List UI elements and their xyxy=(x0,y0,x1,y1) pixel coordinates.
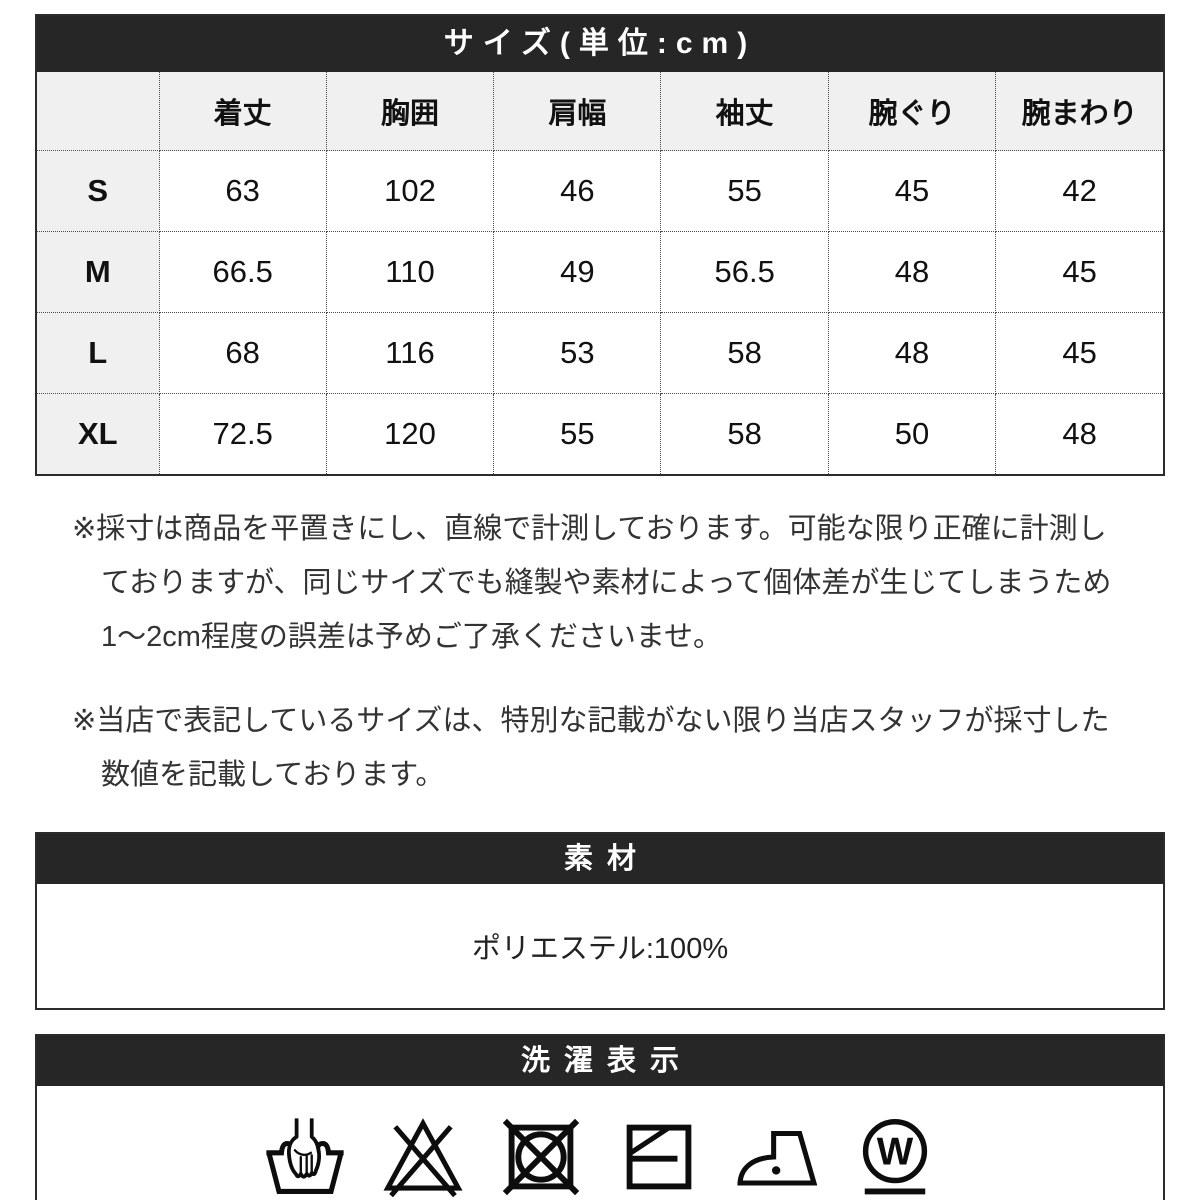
cell-value: 45 xyxy=(827,150,997,232)
size-label: XL xyxy=(37,393,160,474)
material-value: ポリエステル:100% xyxy=(471,933,729,965)
size-table-title: サイズ(単位:cm) xyxy=(37,16,1163,72)
cell-value: 53 xyxy=(493,312,662,394)
material-section: 素材 ポリエステル:100% xyxy=(35,832,1165,1010)
cell-value: 48 xyxy=(995,393,1163,474)
material-title: 素材 xyxy=(37,834,1163,884)
do-not-tumble-dry-icon xyxy=(502,1118,580,1196)
note-measurement-disclaimer: ※採寸は商品を平置きにし、直線で計測しております。可能な限り正確に計測し ており… xyxy=(72,502,1165,664)
cell-value: 58 xyxy=(660,393,829,474)
care-icon-row: W xyxy=(37,1086,1163,1200)
cell-value: 72.5 xyxy=(158,393,327,474)
column-header-length: 着丈 xyxy=(158,72,327,151)
cell-value: 102 xyxy=(325,150,495,232)
cell-value: 58 xyxy=(660,312,829,394)
hand-wash-icon xyxy=(266,1118,344,1194)
size-label: L xyxy=(37,312,160,394)
table-row-s: S 63 102 46 55 45 42 xyxy=(37,150,1163,232)
note-line: 数値を記載しております。 xyxy=(101,759,445,791)
cell-value: 49 xyxy=(493,231,662,313)
iron-low-heat-icon xyxy=(737,1130,818,1186)
size-table-section: サイズ(単位:cm) 着丈 胸囲 肩幅 袖丈 腕ぐり 腕まわり xyxy=(35,14,1165,476)
washing-title: 洗濯表示 xyxy=(37,1036,1163,1086)
do-not-bleach-icon xyxy=(383,1118,463,1198)
cell-value: 63 xyxy=(158,150,327,232)
column-header-sleeve: 袖丈 xyxy=(660,72,829,151)
note-line: ※当店で表記しているサイズは、特別な記載がない限り当店スタッフが採寸した xyxy=(72,705,1110,737)
table-row-l: L 68 116 53 58 48 45 xyxy=(37,312,1163,394)
size-label: M xyxy=(37,231,160,313)
table-row-m: M 66.5 110 49 56.5 48 45 xyxy=(37,231,1163,313)
note-line: 1〜2cm程度の誤差は予めご了承くださいませ。 xyxy=(101,621,723,653)
cell-value: 116 xyxy=(325,312,495,394)
note-staff-measured: ※当店で表記しているサイズは、特別な記載がない限り当店スタッフが採寸した 数値を… xyxy=(72,694,1165,802)
column-header-arm-circumference: 腕まわり xyxy=(995,72,1163,151)
dry-flat-in-shade-icon xyxy=(626,1124,692,1190)
size-label: S xyxy=(37,150,160,232)
svg-text:W: W xyxy=(877,1131,914,1174)
cell-value: 45 xyxy=(995,231,1163,313)
cell-value: 56.5 xyxy=(660,231,829,313)
cell-value: 50 xyxy=(827,393,997,474)
wet-clean-gentle-icon: W xyxy=(862,1118,928,1195)
column-header-shoulder: 肩幅 xyxy=(493,72,662,151)
cell-value: 42 xyxy=(995,150,1163,232)
column-header-armhole: 腕ぐり xyxy=(827,72,997,151)
cell-value: 110 xyxy=(325,231,495,313)
cell-value: 48 xyxy=(827,231,997,313)
note-line: ておりますが、同じサイズでも縫製や素材によって個体差が生じてしまうため xyxy=(101,567,1112,599)
cell-value: 55 xyxy=(660,150,829,232)
size-table: 着丈 胸囲 肩幅 袖丈 腕ぐり 腕まわり S 63 102 46 55 xyxy=(37,72,1163,474)
corner-cell xyxy=(37,72,160,151)
table-row-xl: XL 72.5 120 55 58 50 48 xyxy=(37,393,1163,474)
notes: ※採寸は商品を平置きにし、直線で計測しております。可能な限り正確に計測し ており… xyxy=(35,502,1165,802)
cell-value: 66.5 xyxy=(158,231,327,313)
cell-value: 48 xyxy=(827,312,997,394)
cell-value: 45 xyxy=(995,312,1163,394)
note-line: ※採寸は商品を平置きにし、直線で計測しております。可能な限り正確に計測し xyxy=(72,513,1107,545)
cell-value: 68 xyxy=(158,312,327,394)
size-table-header-row: 着丈 胸囲 肩幅 袖丈 腕ぐり 腕まわり xyxy=(37,72,1163,151)
cell-value: 46 xyxy=(493,150,662,232)
washing-section: 洗濯表示 xyxy=(35,1034,1165,1200)
cell-value: 120 xyxy=(325,393,495,474)
cell-value: 55 xyxy=(493,393,662,474)
column-header-chest: 胸囲 xyxy=(325,72,495,151)
